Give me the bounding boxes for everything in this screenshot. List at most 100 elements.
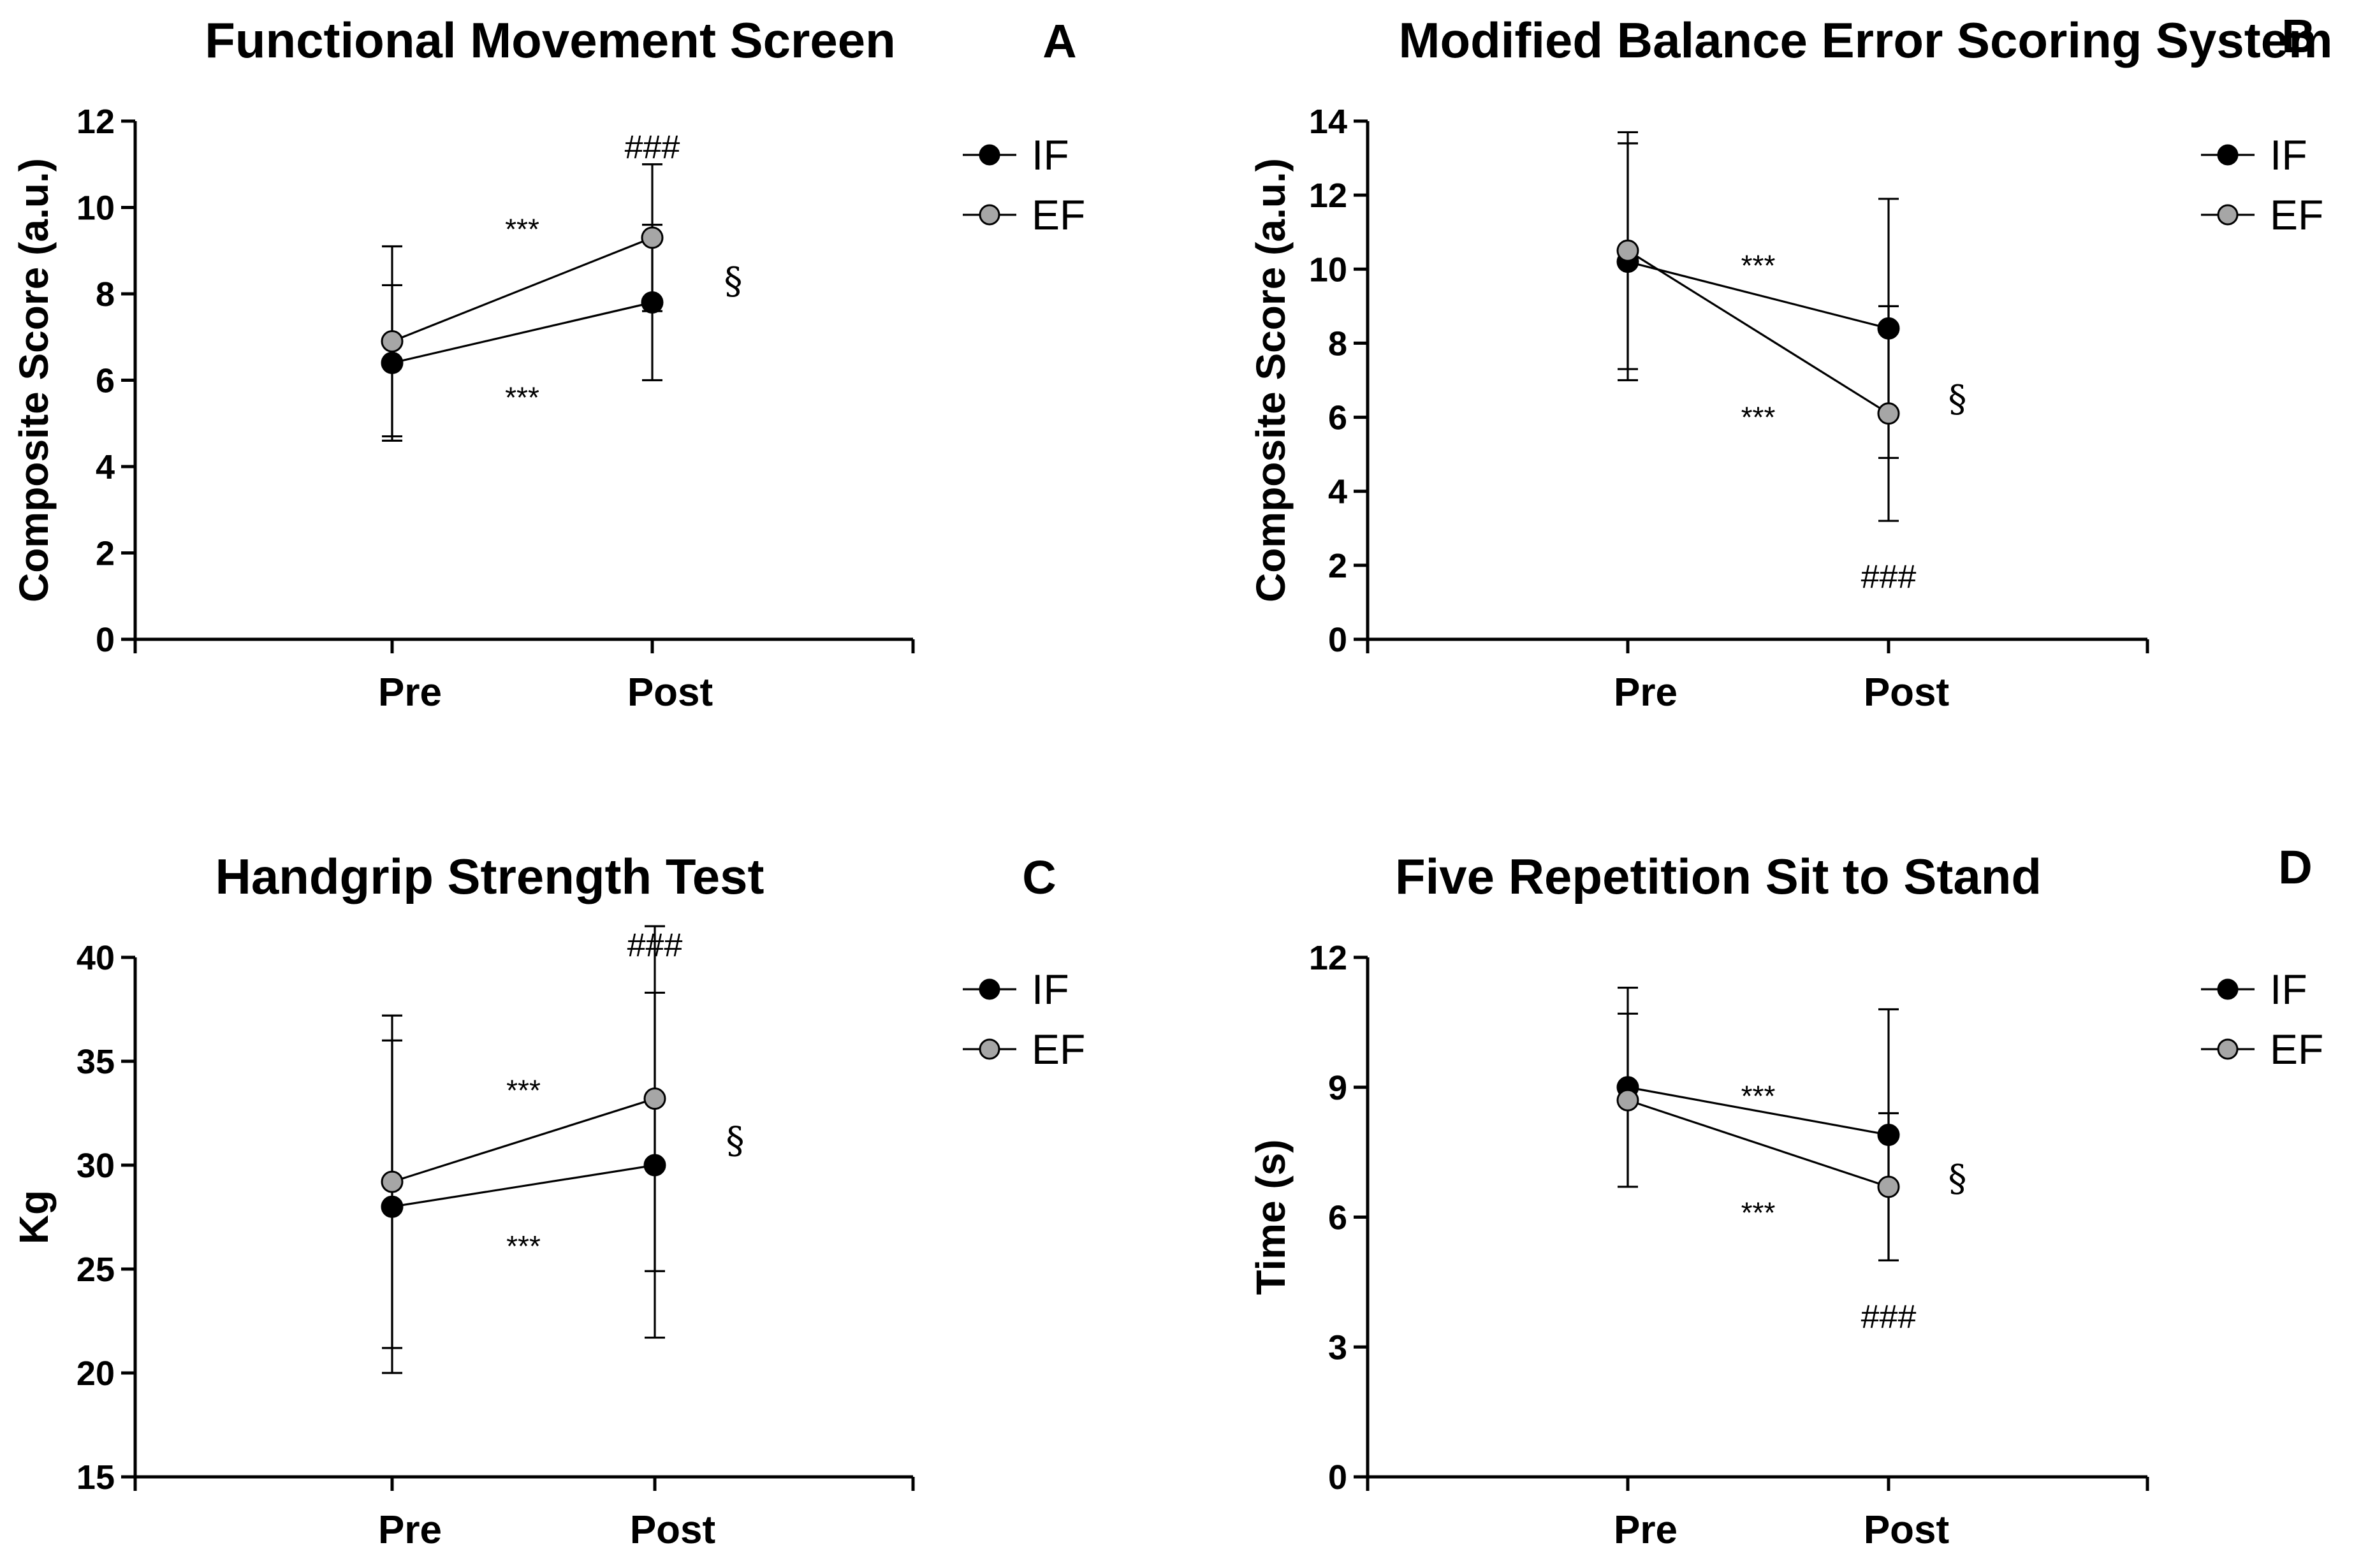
series-line-ef <box>1627 249 1889 415</box>
x-tick-label-post: Post <box>1864 671 1949 715</box>
chart-title: Handgrip Strength Test <box>216 848 764 904</box>
series-line-if <box>391 301 653 364</box>
legend-item-if: IF <box>963 966 1069 1013</box>
significance-star-mark: *** <box>1741 1196 1776 1230</box>
legend-label: IF <box>1032 966 1069 1013</box>
series-line-if <box>1627 261 1889 330</box>
y-tick-label: 6 <box>1328 1199 1347 1237</box>
x-tick-label-pre: Pre <box>378 1508 442 1552</box>
panel-letter: A <box>1042 15 1076 68</box>
series-line-ef <box>391 1098 655 1183</box>
data-point-ef-pre <box>1616 239 1639 262</box>
y-tick-label: 25 <box>77 1251 115 1289</box>
legend-item-if: IF <box>963 131 1069 178</box>
chart-panel-d: Five Repetition Sit to Stand D 0 3 6 9 12 Time … <box>1248 841 2323 1552</box>
x-tick-label-pre: Pre <box>378 671 442 715</box>
legend-label: EF <box>2270 1026 2323 1073</box>
y-tick-label: 0 <box>96 621 115 659</box>
significance-star-mark: *** <box>1741 1079 1776 1112</box>
panel-letter: C <box>1022 851 1056 904</box>
significance-section-mark: § <box>1948 377 1967 421</box>
y-tick-label: 9 <box>1328 1069 1347 1107</box>
chart-title: Modified Balance Error Scoring System <box>1398 12 2332 68</box>
chart-title: Five Repetition Sit to Stand <box>1395 848 2042 904</box>
legend-marker <box>2217 978 2239 1000</box>
legend-label: EF <box>1032 191 1085 238</box>
y-tick-label: 12 <box>77 103 115 141</box>
significance-hash-mark: ### <box>627 927 683 964</box>
legend-label: IF <box>2270 131 2307 178</box>
data-point-ef-post <box>1877 402 1900 425</box>
chart-panel-c: Handgrip Strength Test C 15 20 25 30 35 40 Kg Pre… <box>11 848 1085 1552</box>
y-tick-label: 8 <box>1328 324 1347 363</box>
legend-marker <box>979 144 1000 166</box>
series-line-if <box>1627 1086 1889 1136</box>
significance-hash-mark: ### <box>1861 558 1917 595</box>
panel-letter: D <box>2278 841 2312 894</box>
legend-marker <box>979 1038 1000 1060</box>
significance-hash-mark: ### <box>1861 1299 1917 1336</box>
legend-label: IF <box>2270 966 2307 1013</box>
chart-panel-a: Functional Movement Screen A 0 2 4 6 8 10 12 Comp… <box>11 12 1085 715</box>
y-tick-label: 4 <box>96 448 115 486</box>
y-axis-label: Time (s) <box>1248 1139 1294 1295</box>
y-tick-label: 3 <box>1328 1328 1347 1367</box>
significance-star-mark: *** <box>1741 249 1776 282</box>
x-tick-label-pre: Pre <box>1614 1508 1678 1552</box>
significance-star-mark: *** <box>505 212 539 245</box>
data-point-ef-pre <box>381 330 404 353</box>
y-tick-label: 2 <box>96 535 115 573</box>
legend-label: EF <box>1032 1026 1085 1073</box>
legend-item-ef: EF <box>2201 1026 2323 1073</box>
y-tick-label: 10 <box>1309 250 1347 289</box>
series-line-ef <box>1627 1099 1889 1188</box>
y-tick-label: 15 <box>77 1458 115 1497</box>
y-tick-label: 4 <box>1328 473 1347 511</box>
data-point-ef-pre <box>1616 1089 1639 1112</box>
x-tick-label-post: Post <box>1864 1508 1949 1552</box>
y-tick-label: 0 <box>1328 621 1347 659</box>
y-tick-label: 8 <box>96 275 115 314</box>
y-tick-label: 2 <box>1328 547 1347 585</box>
legend-marker <box>2217 1038 2239 1060</box>
series-ef <box>1616 1012 1900 1262</box>
y-tick-label: 14 <box>1309 103 1347 141</box>
data-point-ef-post <box>641 226 664 249</box>
chart-title: Functional Movement Screen <box>205 12 896 68</box>
y-tick-label: 40 <box>77 939 115 977</box>
data-point-ef-pre <box>381 1170 404 1193</box>
series-ef <box>381 163 664 438</box>
significance-section-mark: § <box>724 259 743 303</box>
legend-marker <box>979 204 1000 226</box>
legend-item-ef: EF <box>963 1026 1085 1073</box>
y-tick-label: 6 <box>96 362 115 400</box>
legend-marker <box>2217 144 2239 166</box>
x-tick-label-pre: Pre <box>1614 671 1678 715</box>
significance-star-mark: *** <box>506 1074 541 1107</box>
y-tick-label: 10 <box>77 189 115 228</box>
y-tick-label: 20 <box>77 1354 115 1393</box>
significance-star-mark: *** <box>505 381 539 414</box>
panel-letter: B <box>2281 10 2315 62</box>
series-ef <box>381 925 666 1349</box>
y-axis-label: Kg <box>11 1190 57 1244</box>
legend-item-if: IF <box>2201 131 2307 178</box>
y-tick-label: 30 <box>77 1147 115 1185</box>
legend-item-ef: EF <box>2201 191 2323 238</box>
y-tick-label: 12 <box>1309 939 1347 977</box>
y-axis-label: Composite Score (a.u.) <box>1248 158 1294 602</box>
legend-item-ef: EF <box>963 191 1085 238</box>
significance-star-mark: *** <box>1741 401 1776 434</box>
x-tick-label-post: Post <box>630 1508 715 1552</box>
series-ef <box>1616 131 1900 522</box>
legend-label: EF <box>2270 191 2323 238</box>
significance-section-mark: § <box>726 1119 745 1162</box>
legend-marker <box>979 978 1000 1000</box>
significance-hash-mark: ### <box>625 129 680 166</box>
y-tick-label: 12 <box>1309 177 1347 215</box>
data-point-ef-post <box>1877 1175 1900 1198</box>
legend-label: IF <box>1032 131 1069 178</box>
